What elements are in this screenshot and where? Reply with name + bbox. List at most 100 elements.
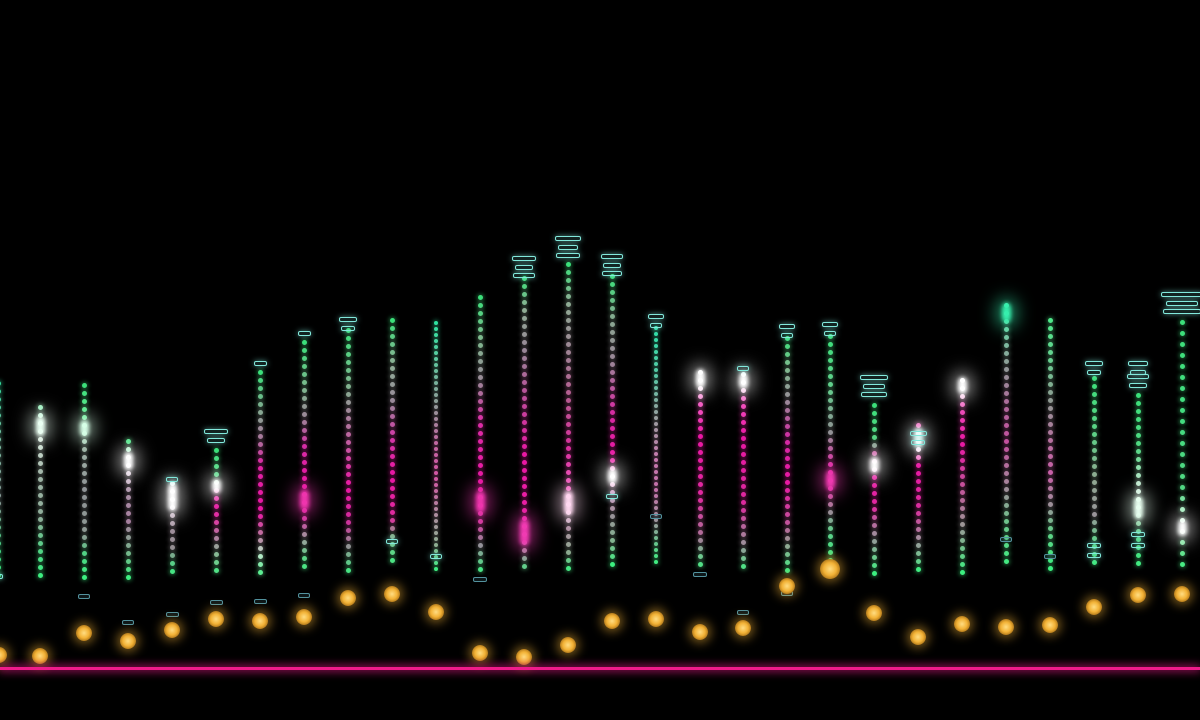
- column-dot: [0, 572, 1, 578]
- column-dot: [37, 516, 43, 522]
- column-dot: [609, 273, 615, 279]
- column-dot: [915, 446, 921, 452]
- column-dot: [389, 461, 395, 467]
- cap-marker: [386, 539, 398, 544]
- column-dot: [125, 526, 131, 532]
- cap-marker: [166, 477, 178, 482]
- bounce-ball: [1086, 599, 1102, 615]
- column-dot: [959, 505, 965, 511]
- column-dot: [477, 518, 483, 524]
- column-dot: [784, 383, 790, 389]
- column-dot: [959, 513, 965, 519]
- column-dot: [959, 545, 965, 551]
- column-dot: [697, 369, 703, 375]
- column-dot: [345, 535, 351, 541]
- column-dot: [609, 281, 615, 287]
- column-dot: [654, 416, 658, 420]
- column-dot: [434, 375, 438, 379]
- cap-marker: [0, 574, 3, 579]
- column-dot: [654, 380, 658, 384]
- column-dot: [565, 325, 571, 331]
- column-dot: [434, 327, 438, 331]
- cap-marker: [555, 236, 581, 241]
- column-dot: [389, 469, 395, 475]
- column-dot: [434, 321, 438, 325]
- column-dot: [521, 403, 527, 409]
- column-dot: [1047, 405, 1053, 411]
- column-dot: [565, 413, 571, 419]
- column-dot: [1047, 469, 1053, 475]
- column-dot: [81, 558, 87, 564]
- column-dot: [301, 555, 307, 561]
- column-dot: [1047, 533, 1053, 539]
- column-dot: [521, 395, 527, 401]
- column-dot: [697, 521, 703, 527]
- column-dot: [301, 563, 307, 569]
- column-dot: [81, 494, 87, 500]
- column-dot: [697, 457, 703, 463]
- column-dot: [257, 513, 263, 519]
- column-dot: [959, 457, 965, 463]
- column-dot: [345, 407, 351, 413]
- column-dot: [0, 476, 1, 482]
- column-dot: [37, 500, 43, 506]
- bounce-ball: [472, 645, 488, 661]
- column-dot: [609, 449, 615, 455]
- column-dot: [609, 329, 615, 335]
- cap-marker: [512, 256, 536, 261]
- column-dot: [609, 441, 615, 447]
- column-dot: [827, 341, 833, 347]
- column-dot: [257, 529, 263, 535]
- column-dot: [740, 443, 746, 449]
- column-dot: [1091, 495, 1097, 501]
- column-dot: [521, 491, 527, 497]
- column-dot: [434, 543, 438, 547]
- column-dot: [434, 423, 438, 427]
- column-dot: [1179, 539, 1185, 545]
- column-dot: [0, 524, 1, 530]
- column-dot: [1135, 504, 1141, 510]
- column-dot: [609, 337, 615, 343]
- column-dot: [301, 387, 307, 393]
- column-dot: [827, 429, 833, 435]
- cap-marker: [557, 244, 579, 250]
- column-dot: [1135, 496, 1141, 502]
- column-dot: [389, 373, 395, 379]
- cap-marker: [823, 330, 837, 336]
- cap-marker: [863, 383, 885, 389]
- column-dot: [1003, 454, 1009, 460]
- column-dot: [477, 414, 483, 420]
- column-dot: [654, 350, 658, 354]
- column-dot: [37, 484, 43, 490]
- column-dot: [784, 343, 790, 349]
- column-dot: [434, 495, 438, 499]
- column-dot: [345, 391, 351, 397]
- cap-marker: [206, 437, 226, 443]
- column-dot: [0, 468, 1, 474]
- column-dot: [915, 542, 921, 548]
- column-dot: [0, 556, 1, 562]
- column-dot: [565, 301, 571, 307]
- column-dot: [477, 438, 483, 444]
- column-dot: [1047, 429, 1053, 435]
- cap-marker: [909, 431, 927, 436]
- column-dot: [740, 427, 746, 433]
- bounce-ball: [296, 609, 312, 625]
- column-dot: [1179, 462, 1185, 468]
- column-dot: [1091, 511, 1097, 517]
- column-dot: [697, 537, 703, 543]
- column-dot: [565, 365, 571, 371]
- column-dot: [1179, 385, 1185, 391]
- column-dot: [434, 381, 438, 385]
- column-dot: [301, 491, 307, 497]
- column-dot: [915, 494, 921, 500]
- bounce-ball: [1130, 587, 1146, 603]
- column-dot: [959, 401, 965, 407]
- column-dot: [477, 406, 483, 412]
- column-dot: [654, 464, 658, 468]
- column-dot: [521, 355, 527, 361]
- column-dot: [301, 475, 307, 481]
